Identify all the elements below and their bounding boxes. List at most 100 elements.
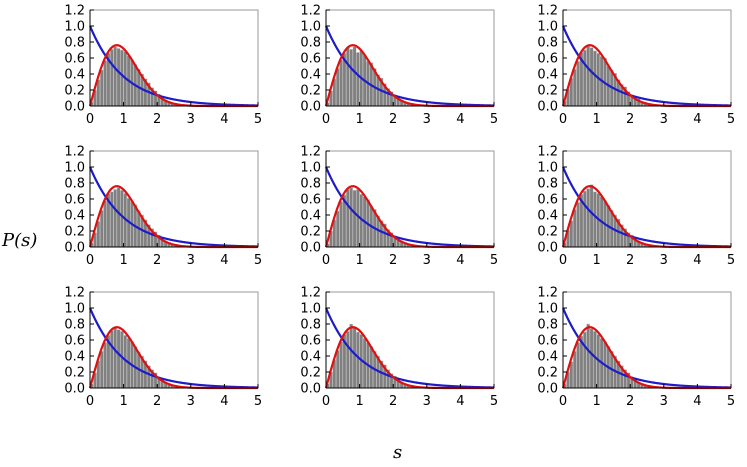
histogram-bar xyxy=(572,209,577,248)
histogram-bar xyxy=(582,49,587,107)
x-tick-label: 2 xyxy=(626,394,634,409)
y-tick-label: 0.0 xyxy=(537,241,558,256)
histogram-bar xyxy=(576,201,581,248)
y-tick-label: 0.2 xyxy=(300,84,321,99)
y-tick-label: 0.4 xyxy=(300,350,321,365)
poisson-curve xyxy=(324,166,495,248)
y-tick-label: 1.2 xyxy=(537,4,558,19)
panel-6: 0.00.20.40.60.81.01.2 0 1 2 3 4 5 xyxy=(537,145,735,269)
y-axis-label: P(s) xyxy=(1,230,37,251)
poisson-curve xyxy=(324,307,495,389)
histogram-bar xyxy=(116,329,121,389)
histogram-bar xyxy=(592,191,597,248)
y-tick-label: 0.4 xyxy=(537,209,558,224)
histogram-bar xyxy=(345,189,350,248)
histogram-bar xyxy=(576,342,581,389)
y-tick-label: 0.4 xyxy=(300,68,321,83)
y-tick-label: 0.0 xyxy=(300,241,321,256)
y-tick-label: 0.4 xyxy=(64,350,85,365)
histogram-bar xyxy=(113,46,118,107)
x-tick-label: 3 xyxy=(423,112,431,127)
x-tick-label: 5 xyxy=(254,253,262,268)
y-tick-label: 1.0 xyxy=(64,302,85,317)
x-tick-label: 4 xyxy=(220,112,228,127)
x-tick-label: 2 xyxy=(153,112,161,127)
x-tick-label: 4 xyxy=(220,394,228,409)
y-tick-label: 0.0 xyxy=(300,100,321,115)
histogram-bar xyxy=(576,60,581,107)
y-tick-label: 1.2 xyxy=(64,286,85,301)
y-tick-label: 0.8 xyxy=(64,36,85,51)
histogram-bar xyxy=(345,330,350,389)
y-tick-label: 0.2 xyxy=(537,366,558,381)
histogram-bar xyxy=(116,187,121,248)
panel-5: 0.00.20.40.60.81.01.2 0 1 2 3 4 5 xyxy=(300,145,498,269)
y-tick-label: 0.6 xyxy=(300,334,321,349)
x-tick-label: 1 xyxy=(355,394,363,409)
y-tick-label: 0.2 xyxy=(537,84,558,99)
histogram-bar xyxy=(582,190,587,248)
x-tick-label: 1 xyxy=(592,394,600,409)
y-tick-label: 1.2 xyxy=(537,145,558,160)
x-tick-label: 2 xyxy=(153,253,161,268)
y-tick-label: 1.0 xyxy=(537,20,558,35)
poisson-curve xyxy=(324,25,495,107)
poisson-curve xyxy=(88,25,259,107)
histogram-bar xyxy=(345,47,350,107)
y-tick-label: 1.2 xyxy=(300,4,321,19)
poisson-curve xyxy=(561,166,732,248)
histogram-bar xyxy=(339,341,344,389)
histogram-bar xyxy=(339,59,344,107)
y-tick-label: 0.4 xyxy=(537,68,558,83)
y-tick-label: 0.8 xyxy=(64,177,85,192)
histogram-bar xyxy=(352,46,357,107)
x-tick-label: 5 xyxy=(490,253,498,268)
x-tick-label: 5 xyxy=(490,394,498,409)
y-tick-label: 0.6 xyxy=(64,334,85,349)
histogram-bar xyxy=(352,326,357,389)
x-tick-label: 0 xyxy=(86,394,94,409)
x-tick-label: 4 xyxy=(693,394,701,409)
y-tick-label: 0.6 xyxy=(537,334,558,349)
x-tick-label: 4 xyxy=(693,112,701,127)
histogram-bar xyxy=(116,48,121,107)
histogram-bar xyxy=(119,49,124,107)
y-tick-label: 0.4 xyxy=(300,209,321,224)
y-tick-label: 0.0 xyxy=(64,382,85,397)
panel-7: 0.00.20.40.60.81.01.2 0 1 2 3 4 5 xyxy=(64,286,262,410)
y-tick-label: 0.0 xyxy=(64,241,85,256)
y-tick-label: 1.2 xyxy=(300,286,321,301)
x-tick-label: 0 xyxy=(86,112,94,127)
x-tick-label: 2 xyxy=(389,394,397,409)
x-tick-label: 2 xyxy=(389,112,397,127)
x-tick-label: 3 xyxy=(187,112,195,127)
y-tick-label: 0.2 xyxy=(300,366,321,381)
histogram-bar xyxy=(119,189,124,248)
x-tick-label: 3 xyxy=(423,394,431,409)
y-tick-label: 0.6 xyxy=(537,193,558,208)
y-tick-label: 0.2 xyxy=(537,225,558,240)
histogram-bar xyxy=(352,189,357,248)
y-tick-label: 1.0 xyxy=(300,302,321,317)
x-tick-label: 3 xyxy=(187,253,195,268)
histogram-bar xyxy=(99,209,104,248)
panel-4: 0.00.20.40.60.81.01.2 0 1 2 3 4 5 xyxy=(64,145,262,269)
x-tick-label: 1 xyxy=(119,394,127,409)
y-tick-label: 1.0 xyxy=(300,161,321,176)
histogram-bar xyxy=(592,50,597,107)
x-tick-label: 5 xyxy=(254,394,262,409)
histogram-bar xyxy=(335,68,340,107)
x-tick-label: 0 xyxy=(559,394,567,409)
y-tick-label: 1.2 xyxy=(537,286,558,301)
y-tick-label: 0.8 xyxy=(537,177,558,192)
x-tick-label: 4 xyxy=(456,112,464,127)
histogram-bar xyxy=(592,330,597,389)
y-tick-label: 1.0 xyxy=(537,302,558,317)
x-tick-label: 0 xyxy=(86,253,94,268)
histogram-bar xyxy=(339,201,344,248)
y-tick-label: 0.4 xyxy=(537,350,558,365)
histogram-bar xyxy=(586,323,591,389)
histogram-bar xyxy=(103,60,108,107)
y-tick-label: 1.0 xyxy=(537,161,558,176)
